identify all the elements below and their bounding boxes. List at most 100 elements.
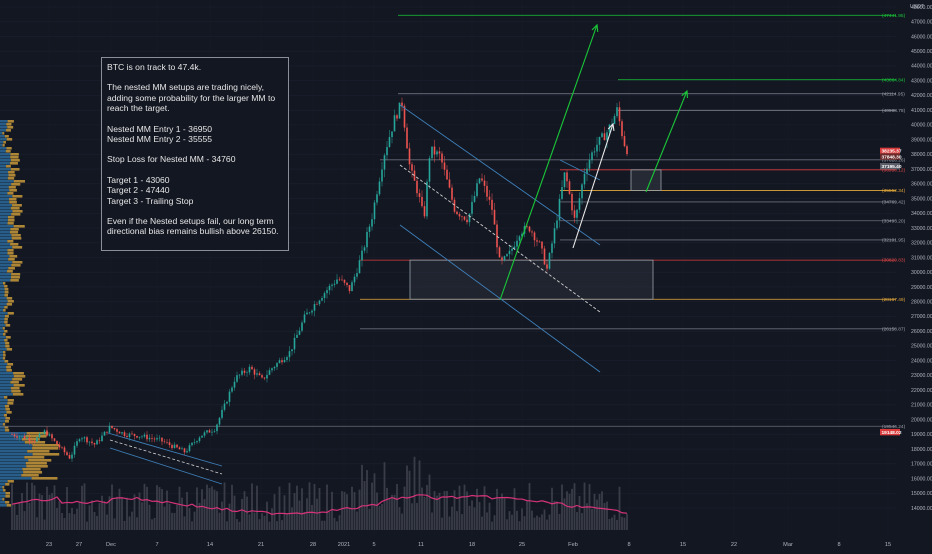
candle-body-59 <box>158 437 161 439</box>
candle-body-111 <box>288 351 291 358</box>
volume-bar-73 <box>193 511 196 530</box>
volume-bar-235 <box>598 494 601 530</box>
candle-body-237 <box>603 133 606 141</box>
nested-target-arrow-head <box>681 89 688 99</box>
candle-body-0 <box>11 434 13 435</box>
volume-bar-179 <box>458 485 461 530</box>
volume-bar-151 <box>388 498 391 530</box>
y-tick-label-17: 31000.00 <box>911 255 932 261</box>
candle-body-20 <box>61 447 63 449</box>
candle-body-183 <box>468 213 471 223</box>
profile-bar-a-13 <box>0 159 11 162</box>
volume-bar-164 <box>421 487 423 530</box>
candle-body-197 <box>503 256 506 261</box>
price-tag-label-0: 38235.37 <box>882 149 902 155</box>
profile-bar-b-126 <box>2 498 5 501</box>
candle-body-47 <box>128 433 131 437</box>
volume-bar-114 <box>296 485 298 530</box>
candle-body-108 <box>281 360 283 363</box>
candle-body-115 <box>298 330 301 335</box>
volume-bar-79 <box>208 487 211 530</box>
candle-body-136 <box>351 282 353 292</box>
profile-bar-a-20 <box>0 180 14 183</box>
level-label-9: (32191.95) <box>882 238 906 244</box>
candle-body-245 <box>623 136 626 147</box>
profile-bar-b-15 <box>5 165 11 168</box>
candle-body-201 <box>513 246 516 249</box>
volume-bar-61 <box>163 506 166 530</box>
profile-bar-a-33 <box>0 219 8 222</box>
volume-bar-150 <box>386 487 388 530</box>
volume-bar-65 <box>173 512 176 530</box>
candle-body-234 <box>596 144 598 152</box>
level-label-13: (19546.24) <box>882 424 906 430</box>
profile-bar-b-45 <box>9 255 18 258</box>
x-tick-label-13: 8 <box>627 542 630 548</box>
candle-body-27 <box>78 439 81 442</box>
volume-bar-188 <box>481 516 483 530</box>
y-tick-label-12: 26000.00 <box>911 329 932 335</box>
candle-body-96 <box>251 366 253 370</box>
text-annotation[interactable]: BTC is on track to 47.4k. The nested MM … <box>101 57 289 251</box>
profile-bar-b-67 <box>4 321 8 324</box>
profile-bar-b-23 <box>9 189 17 192</box>
time-axis[interactable]: 23 27 Dec 7 14 21 28 2021 5 11 18 25 Feb 8 15 22 Mar 8 15 <box>46 542 891 548</box>
volume-bar-135 <box>348 507 351 530</box>
candle-body-208 <box>531 231 533 233</box>
volume-bar-38 <box>106 514 108 530</box>
volume-bar-32 <box>91 500 93 530</box>
volume-bar-110 <box>286 513 288 530</box>
candle-body-79 <box>208 430 211 433</box>
candle-body-58 <box>156 438 158 440</box>
level-label-11: (28167.49) <box>882 297 906 303</box>
level-label-7: (34769.42) <box>882 200 906 206</box>
profile-bar-b-87 <box>10 381 19 384</box>
candle-body-178 <box>456 211 458 215</box>
candle-body-6 <box>26 437 28 439</box>
volume-bar-146 <box>376 492 378 530</box>
profile-bar-a-69 <box>0 327 3 330</box>
x-tick-label-4: 14 <box>207 542 213 548</box>
volume-bar-30 <box>86 521 88 530</box>
annotation-stop: Stop Loss for Nested MM - 34760 <box>107 154 236 165</box>
volume-bar-204 <box>521 508 523 530</box>
profile-bar-b-63 <box>3 309 6 312</box>
volume-bar-147 <box>378 506 381 530</box>
volume-bar-185 <box>473 507 476 530</box>
annotation-intro: The nested MM setups are trading nicely,… <box>107 82 278 114</box>
volume-bar-55 <box>148 504 151 530</box>
candle-body-243 <box>618 107 621 122</box>
profile-bar-a-100 <box>0 420 5 423</box>
volume-bar-37 <box>103 501 106 530</box>
candle-body-64 <box>171 444 173 449</box>
annotation-outro: Even if the Nested setups fail, our long… <box>107 216 279 237</box>
candle-body-232 <box>591 152 593 161</box>
profile-bar-b-94 <box>7 402 14 405</box>
y-tick-label-4: 18000.00 <box>911 447 932 453</box>
candle-body-52 <box>141 436 143 438</box>
volume-bar-219 <box>558 513 561 530</box>
volume-bar-203 <box>518 521 521 530</box>
profile-bar-b-98 <box>3 414 8 417</box>
profile-bar-b-24 <box>7 192 14 195</box>
volume-bar-139 <box>358 489 361 530</box>
profile-bar-a-65 <box>0 315 5 318</box>
level-label-12: (26158.87) <box>882 326 906 332</box>
volume-bar-15 <box>48 494 51 530</box>
volume-bar-99 <box>258 519 261 530</box>
price-axis[interactable]: 14000.00 15000.00 16000.00 17000.00 18000.00… <box>911 5 932 512</box>
profile-bar-a-64 <box>0 312 8 315</box>
profile-bar-b-11 <box>10 153 19 156</box>
volume-bar-205 <box>523 516 526 530</box>
profile-bar-b-86 <box>12 378 23 381</box>
volume-bar-222 <box>566 491 568 530</box>
volume-bar-169 <box>433 491 436 530</box>
volume-bar-166 <box>426 485 428 530</box>
candle-body-168 <box>431 146 433 159</box>
profile-bar-b-9 <box>6 147 12 150</box>
candle-body-240 <box>611 123 613 125</box>
profile-bar-b-101 <box>2 423 6 426</box>
profile-bar-a-128 <box>0 504 7 507</box>
